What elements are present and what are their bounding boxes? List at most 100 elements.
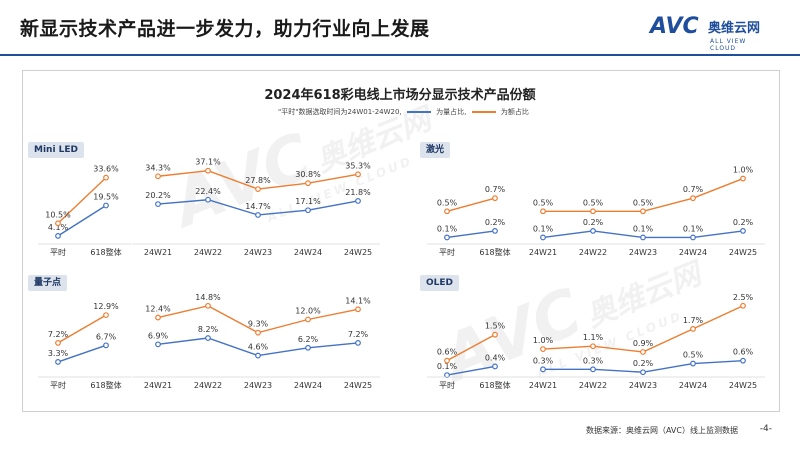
oled-x-tick-label: 24W24 bbox=[679, 381, 707, 390]
oled-value-data-label: 0.9% bbox=[633, 339, 654, 348]
panel-label-quantum-dot: 量子点 bbox=[28, 275, 68, 291]
oled-value-data-label: 2.5% bbox=[733, 293, 754, 302]
oled-x-tick-label: 24W22 bbox=[579, 381, 607, 390]
oled-x-tick-label: 24W23 bbox=[629, 381, 657, 390]
miniled-value-point bbox=[205, 167, 211, 174]
laser-x-tick-label: 24W24 bbox=[679, 248, 707, 257]
oled-value-data-label: 1.7% bbox=[683, 316, 704, 325]
miniled-value-point bbox=[103, 174, 109, 181]
miniled-value-point bbox=[255, 186, 261, 192]
legend-value-label: 为额占比 bbox=[500, 108, 529, 116]
quantum-dot-value-point bbox=[155, 314, 161, 321]
miniled-volume-data-label: 19.5% bbox=[93, 192, 119, 201]
quantum-dot-value-data-label: 14.1% bbox=[345, 296, 371, 305]
laser-volume-point bbox=[640, 234, 646, 241]
oled-volume-point bbox=[740, 357, 746, 364]
laser-value-point bbox=[640, 208, 646, 215]
oled-x-tick-label: 24W25 bbox=[729, 381, 757, 390]
oled-volume-data-label: 0.3% bbox=[533, 356, 554, 365]
oled-value-data-label: 0.6% bbox=[437, 348, 458, 357]
laser-x-tick-label: 24W23 bbox=[629, 248, 657, 257]
logo-sub-text: ALL VIEW CLOUD bbox=[710, 38, 747, 52]
oled-volume-point bbox=[444, 372, 450, 379]
quantum-dot-value-point bbox=[103, 312, 109, 319]
oled-volume-data-label: 0.1% bbox=[437, 362, 458, 371]
legend-volume-label: 为量占比, bbox=[436, 108, 467, 116]
laser-value-point bbox=[540, 208, 546, 215]
quantum-dot-volume-data-label: 6.2% bbox=[298, 335, 319, 344]
oled-volume-point bbox=[590, 366, 596, 373]
laser-value-point bbox=[740, 175, 746, 182]
laser-x-tick-label: 24W22 bbox=[579, 248, 607, 257]
miniled-volume-point bbox=[155, 201, 161, 208]
quantum-dot-volume-point bbox=[255, 352, 261, 359]
oled-value-point bbox=[590, 343, 596, 350]
oled-x-tick-label: 24W21 bbox=[529, 381, 557, 390]
miniled-x-tick-label: 24W21 bbox=[144, 248, 172, 257]
miniled-x-tick-label: 24W24 bbox=[294, 248, 322, 257]
laser-value-point bbox=[590, 208, 596, 215]
miniled-volume-point bbox=[305, 207, 311, 214]
miniled-volume-point bbox=[205, 196, 211, 203]
quantum-dot-volume-data-label: 4.6% bbox=[248, 343, 269, 352]
quantum-dot-volume-point bbox=[355, 340, 361, 346]
oled-volume-data-label: 0.6% bbox=[733, 348, 754, 357]
quantum-dot-value-data-label: 12.0% bbox=[295, 307, 321, 316]
panel-label-oled: OLED bbox=[420, 275, 460, 291]
quantum-dot-volume-point bbox=[205, 335, 211, 341]
laser-volume-data-label: 0.2% bbox=[733, 218, 754, 227]
oled-volume-point bbox=[690, 360, 696, 367]
quantum-dot-volume-data-label: 6.7% bbox=[96, 332, 117, 341]
footer-source: 数据来源：奥维云网（AVC）线上监测数据 bbox=[585, 426, 738, 435]
miniled-volume-point bbox=[255, 212, 261, 218]
laser-volume-line-overall bbox=[446, 230, 496, 239]
miniled-value-point bbox=[355, 171, 361, 178]
miniled-x-tick-label: 618整体 bbox=[90, 247, 121, 257]
oled-volume-line-overall bbox=[446, 365, 496, 376]
miniled-value-line-overall bbox=[57, 177, 107, 224]
quantum-dot-volume-line-overall bbox=[57, 344, 107, 363]
page-title: 新显示技术产品进一步发力，助力行业向上发展 bbox=[20, 18, 430, 40]
quantum-dot-x-tick-label: 24W21 bbox=[144, 381, 172, 390]
laser-value-point bbox=[444, 208, 450, 215]
miniled-x-tick-label: 24W25 bbox=[344, 248, 372, 257]
miniled-volume-point bbox=[103, 202, 109, 209]
miniled-value-data-label: 27.8% bbox=[245, 176, 271, 185]
laser-volume-data-label: 0.2% bbox=[485, 218, 506, 227]
panel-label-laser: 激光 bbox=[420, 142, 451, 158]
miniled-x-tick-label: 24W22 bbox=[194, 248, 222, 257]
oled-x-tick-label: 618整体 bbox=[479, 380, 510, 390]
miniled-volume-data-label: 21.8% bbox=[345, 188, 371, 197]
oled-volume-data-label: 0.4% bbox=[485, 353, 506, 362]
chart-legend: "平时"数据选取时间为24W01-24W20, 为量占比, 为额占比 bbox=[278, 107, 529, 117]
quantum-dot-value-data-label: 9.3% bbox=[248, 320, 269, 329]
oled-value-point bbox=[740, 302, 746, 309]
legend-value-swatch bbox=[471, 111, 496, 113]
quantum-dot-value-point bbox=[355, 306, 361, 313]
laser-value-data-label: 0.5% bbox=[437, 198, 458, 207]
quantum-dot-volume-data-label: 6.9% bbox=[148, 331, 169, 340]
legend-note: "平时"数据选取时间为24W01-24W20, bbox=[278, 108, 402, 116]
oled-volume-point bbox=[640, 369, 646, 376]
oled-volume-data-label: 0.2% bbox=[633, 359, 654, 368]
laser-value-line-overall bbox=[446, 197, 496, 212]
miniled-volume-point bbox=[55, 233, 61, 239]
quantum-dot-volume-point bbox=[55, 359, 61, 365]
laser-x-tick-label: 24W25 bbox=[729, 248, 757, 257]
quantum-dot-volume-point bbox=[103, 342, 109, 349]
oled-volume-data-label: 0.5% bbox=[683, 351, 704, 360]
laser-value-data-label: 0.5% bbox=[633, 198, 654, 207]
oled-x-tick-label: 平时 bbox=[439, 380, 455, 390]
logo-main-text: AVC bbox=[650, 14, 699, 39]
miniled-value-point bbox=[55, 220, 61, 227]
quantum-dot-value-point bbox=[55, 340, 61, 346]
miniled-x-tick-label: 平时 bbox=[50, 247, 66, 257]
laser-value-point bbox=[690, 195, 696, 202]
miniled-volume-line-overall bbox=[57, 204, 107, 237]
laser-volume-point bbox=[492, 228, 498, 234]
logo-cn-text: 奥维云网 bbox=[708, 21, 761, 36]
oled-volume-data-label: 0.3% bbox=[583, 356, 604, 365]
quantum-dot-x-tick-label: 平时 bbox=[50, 380, 66, 390]
panel-label-miniled: Mini LED bbox=[28, 142, 85, 158]
